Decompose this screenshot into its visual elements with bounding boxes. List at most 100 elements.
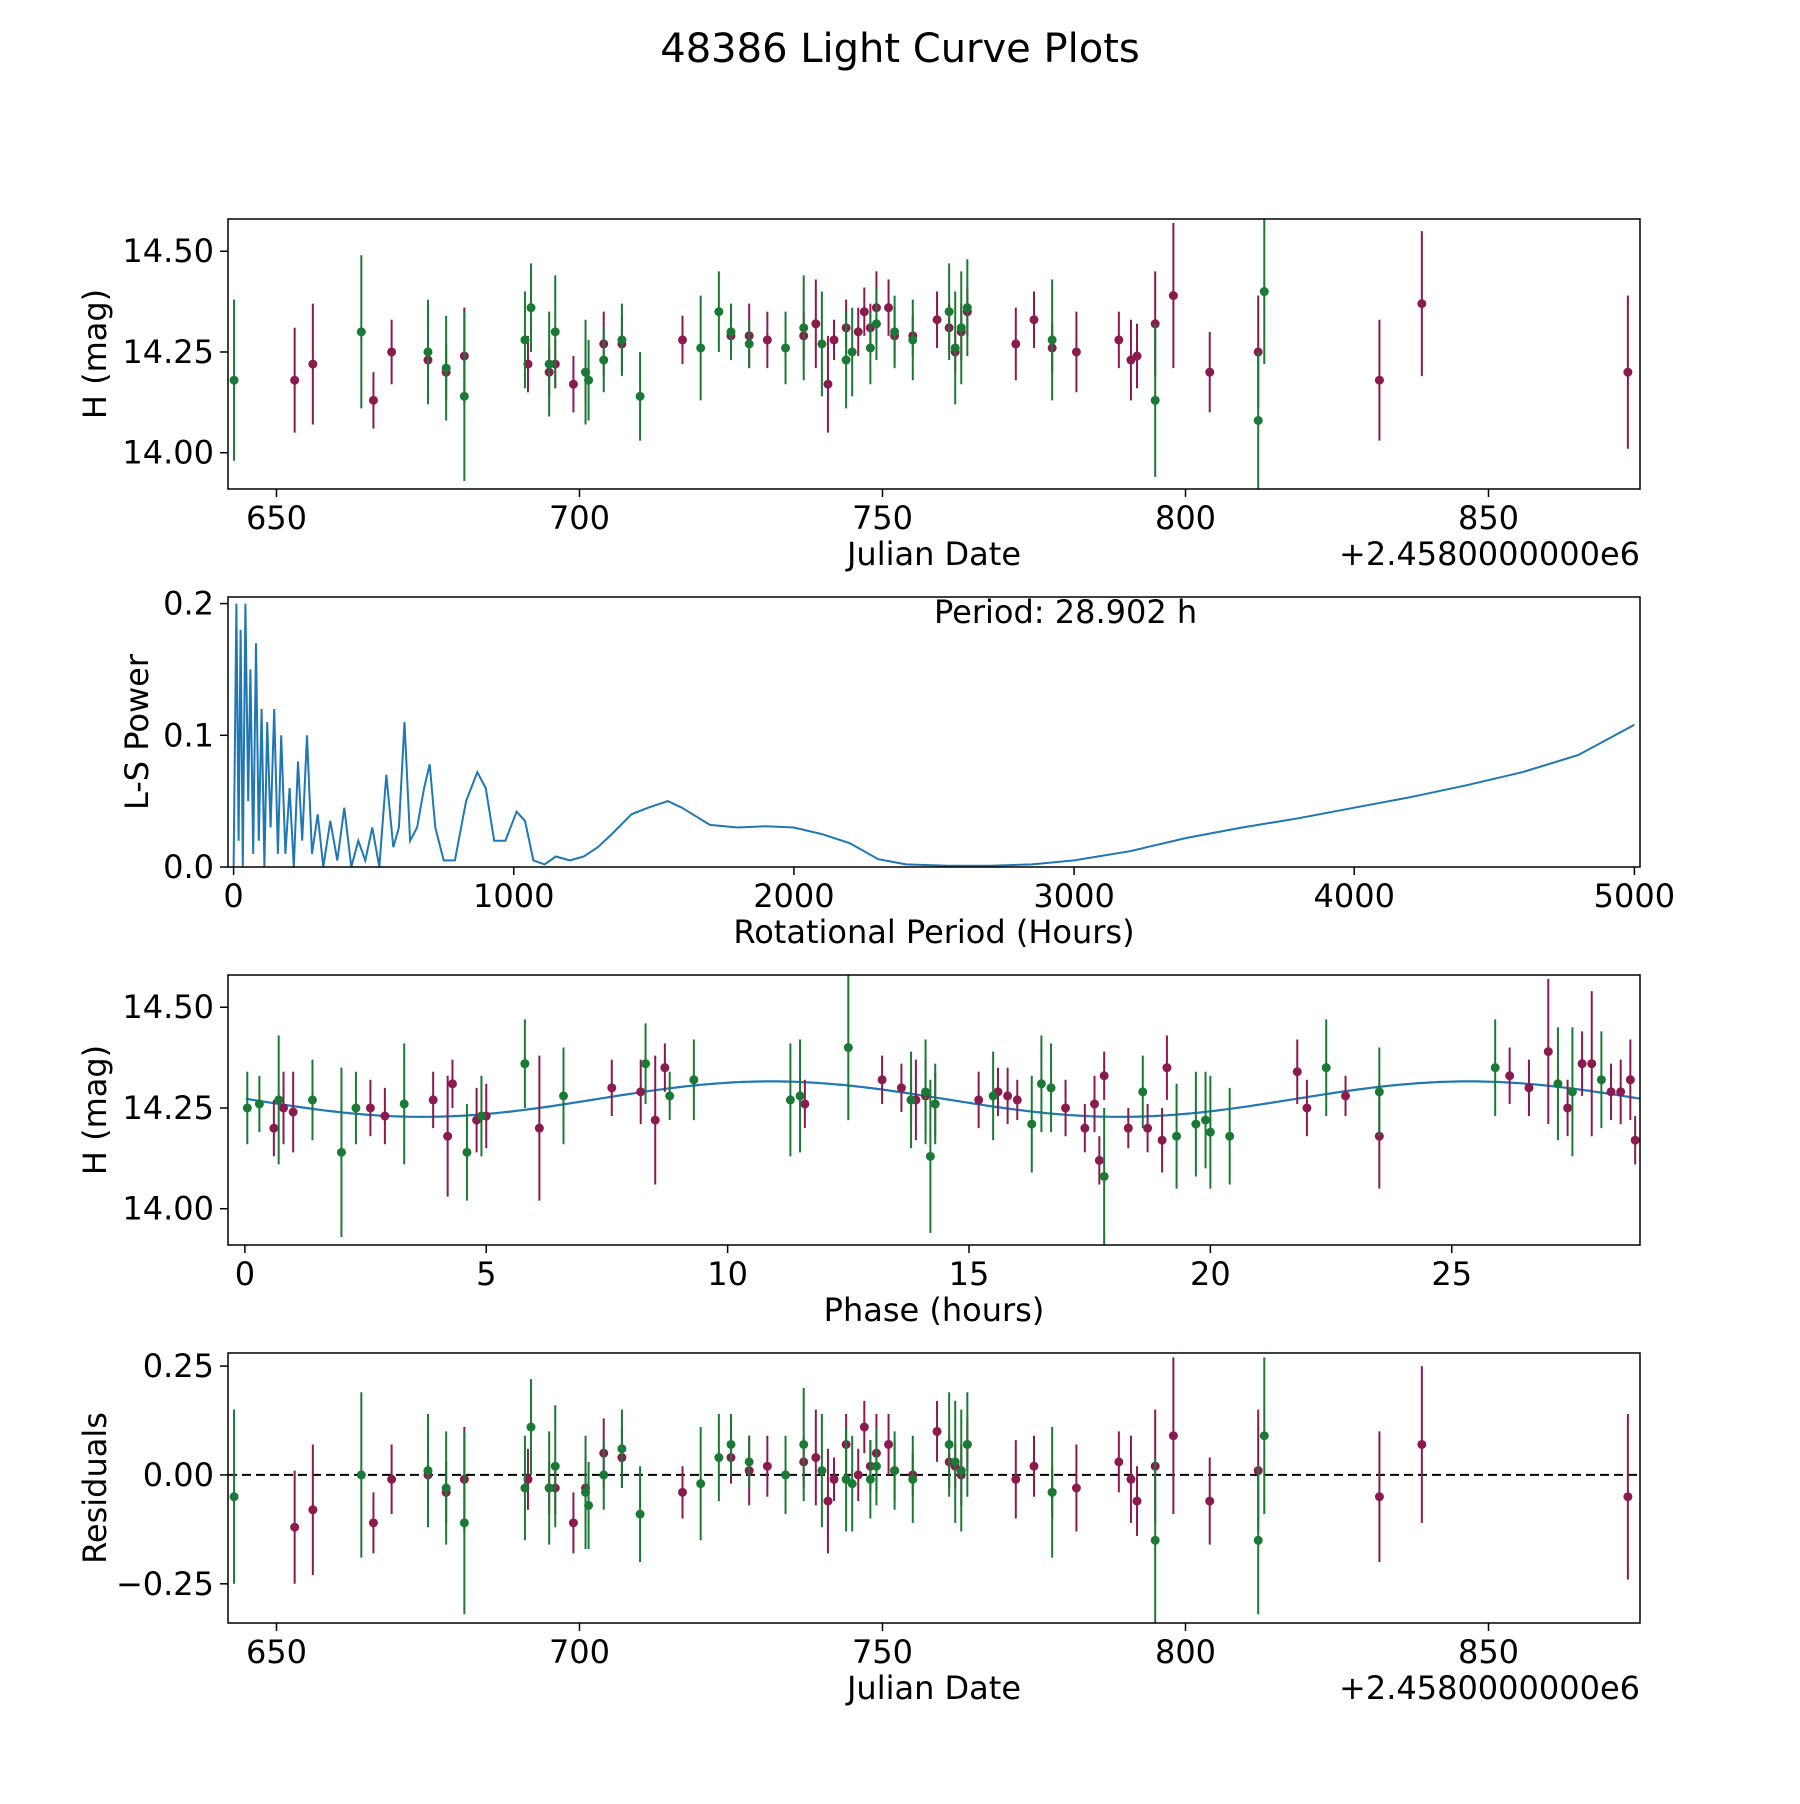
data-point xyxy=(534,1123,544,1133)
plot-frame xyxy=(227,1352,1641,1624)
data-point xyxy=(1616,1087,1626,1097)
data-point xyxy=(714,1453,724,1463)
data-point xyxy=(520,335,530,345)
data-point xyxy=(584,375,594,385)
x-tick-label: 850 xyxy=(1458,1633,1519,1671)
data-point xyxy=(726,1439,736,1449)
data-point xyxy=(544,359,554,369)
data-point xyxy=(1114,335,1124,345)
data-point xyxy=(229,1492,239,1502)
data-point xyxy=(568,379,578,389)
panel-periodogram: 0 1000 2000 3000 4000 5000 0.0 0.1 0.2 Rotational… xyxy=(118,585,1675,951)
power-line xyxy=(232,603,1635,867)
data-point xyxy=(1201,1115,1211,1125)
data-point xyxy=(890,1466,900,1476)
data-point xyxy=(399,1099,409,1109)
data-point xyxy=(635,391,645,401)
data-point xyxy=(1126,1474,1136,1484)
data-point xyxy=(925,1151,935,1161)
data-point xyxy=(1061,1103,1071,1113)
data-point xyxy=(896,1083,906,1093)
data-point xyxy=(1563,1103,1573,1113)
data-point xyxy=(365,1103,375,1113)
data-point xyxy=(884,1439,894,1449)
data-point xyxy=(617,1444,627,1454)
x-tick-label: 25 xyxy=(1431,1255,1472,1293)
data-point xyxy=(884,303,894,313)
data-point xyxy=(290,375,300,385)
data-point xyxy=(726,327,736,337)
y-tick-label: 14.50 xyxy=(122,232,214,270)
x-axis-label: Phase (hours) xyxy=(824,1291,1045,1329)
data-point xyxy=(229,375,239,385)
data-point xyxy=(1157,1135,1167,1145)
data-point xyxy=(744,1457,754,1467)
data-point xyxy=(1543,1047,1553,1057)
x-tick-label: 650 xyxy=(246,499,307,537)
data-point xyxy=(988,1091,998,1101)
data-point xyxy=(1150,395,1160,405)
data-point xyxy=(865,1474,875,1484)
data-point xyxy=(1080,1123,1090,1133)
data-point xyxy=(1168,291,1178,301)
data-point xyxy=(678,1487,688,1497)
y-tick-label: 14.00 xyxy=(122,434,214,472)
data-point xyxy=(877,1075,887,1085)
data-point xyxy=(279,1103,289,1113)
data-point xyxy=(853,1470,863,1480)
data-point xyxy=(744,339,754,349)
x-axis-label: Julian Date xyxy=(845,535,1021,573)
data-point xyxy=(269,1123,279,1133)
data-point xyxy=(1253,415,1263,425)
data-point xyxy=(584,1500,594,1510)
data-point xyxy=(308,359,318,369)
data-point xyxy=(607,1083,617,1093)
data-point xyxy=(762,1461,772,1471)
data-point xyxy=(930,1099,940,1109)
data-point xyxy=(1071,1483,1081,1493)
data-point xyxy=(1099,1171,1109,1181)
data-point xyxy=(459,1518,469,1528)
data-point xyxy=(1029,315,1039,325)
x-tick-label: 750 xyxy=(852,499,913,537)
data-point xyxy=(921,1087,931,1097)
data-point xyxy=(762,335,772,345)
x-tick-label: 650 xyxy=(246,1633,307,1671)
data-point xyxy=(696,343,706,353)
data-point xyxy=(785,1095,795,1105)
data-point xyxy=(1027,1119,1037,1129)
data-point xyxy=(1162,1063,1172,1073)
plot-frame xyxy=(227,218,1641,490)
x-tick-label: 700 xyxy=(549,1633,610,1671)
data-point xyxy=(1172,1131,1182,1141)
data-point xyxy=(423,347,433,357)
data-point xyxy=(1567,1087,1577,1097)
data-point xyxy=(520,1483,530,1493)
data-point xyxy=(254,1099,264,1109)
data-point xyxy=(242,1103,252,1113)
data-point xyxy=(932,1426,942,1436)
data-point xyxy=(871,1461,881,1471)
x-tick-label: 20 xyxy=(1190,1255,1231,1293)
data-point xyxy=(617,335,627,345)
data-point xyxy=(1341,1091,1351,1101)
data-point xyxy=(520,1059,530,1069)
data-point xyxy=(950,343,960,353)
data-point xyxy=(811,319,821,329)
data-point xyxy=(944,1439,954,1449)
data-point xyxy=(351,1103,361,1113)
data-point xyxy=(1587,1059,1597,1069)
data-point xyxy=(568,1518,578,1528)
data-point xyxy=(1132,1496,1142,1506)
y-tick-label: 14.25 xyxy=(122,333,214,371)
data-point xyxy=(908,335,918,345)
data-point xyxy=(865,343,875,353)
data-point xyxy=(859,1422,869,1432)
figure-title: 48386 Light Curve Plots xyxy=(660,26,1140,72)
x-tick-label: 15 xyxy=(949,1255,990,1293)
plot-frame xyxy=(227,974,1641,1246)
panel-residuals: 650 700 750 800 850 −0.25 0.00 0.25 Julian Date R… xyxy=(76,1347,1641,1707)
data-point xyxy=(290,1522,300,1532)
y-tick-label: 14.50 xyxy=(122,988,214,1026)
